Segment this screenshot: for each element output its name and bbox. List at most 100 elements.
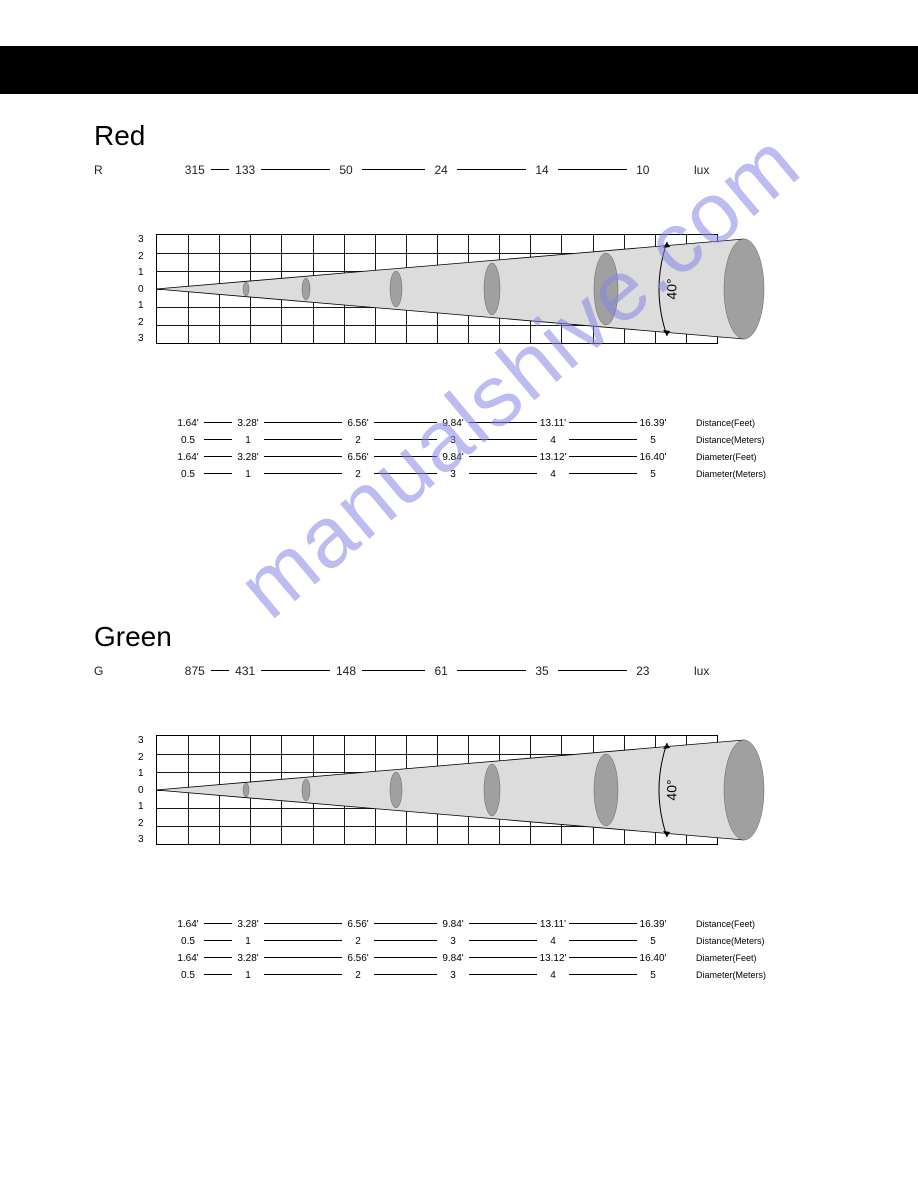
legend-value: 9.84' — [442, 418, 463, 429]
lux-dash — [362, 169, 425, 170]
legend-dash — [264, 473, 342, 474]
cone-svg: 40° — [156, 229, 776, 349]
lux-unit-label: lux — [694, 664, 709, 678]
legend-value: 13.12' — [540, 452, 567, 463]
legend-label: Diameter(Feet) — [696, 452, 757, 462]
legend-dash — [569, 974, 637, 975]
legend-dash — [204, 974, 232, 975]
legend-dash — [469, 439, 537, 440]
header-black-bar — [0, 46, 918, 94]
legend-dash — [204, 923, 232, 924]
legend-dash — [374, 422, 437, 423]
lux-dash — [261, 169, 330, 170]
lux-dash — [558, 169, 627, 170]
legend-dash — [204, 957, 232, 958]
legend-value: 0.5 — [181, 469, 195, 480]
legend-value: 3.28' — [237, 418, 258, 429]
lux-dash — [362, 670, 425, 671]
legend-row: 1.64'3.28'6.56'9.84'13.11'16.39'Distance… — [188, 416, 808, 430]
lux-value: 431 — [235, 664, 255, 678]
legend-dash — [374, 473, 437, 474]
legend-dash — [469, 957, 537, 958]
page-content: RedR31513350241410lux321012340°1.64'3.28… — [0, 120, 918, 1045]
legend-label: Diameter(Meters) — [696, 970, 766, 980]
legend-value: 0.5 — [181, 936, 195, 947]
y-tick-label: 2 — [138, 818, 144, 829]
legend-dash — [204, 456, 232, 457]
y-tick-label: 2 — [138, 752, 144, 763]
legend-dash — [374, 974, 437, 975]
distance-legend: 1.64'3.28'6.56'9.84'13.11'16.39'Distance… — [188, 416, 824, 481]
beam-angle-label: 40° — [664, 779, 680, 800]
legend-value: 9.84' — [442, 452, 463, 463]
legend-row: 0.512345Diameter(Meters) — [188, 968, 808, 982]
legend-dash — [264, 957, 342, 958]
legend-value: 6.56' — [347, 919, 368, 930]
legend-value: 4 — [550, 936, 556, 947]
distance-legend: 1.64'3.28'6.56'9.84'13.11'16.39'Distance… — [188, 917, 824, 982]
legend-value: 3.28' — [237, 953, 258, 964]
legend-value: 2 — [355, 970, 361, 981]
y-tick-label: 2 — [138, 251, 144, 262]
beam-cone-chart: 321012340° — [156, 234, 746, 344]
legend-value: 2 — [355, 469, 361, 480]
beam-section: RedR31513350241410lux321012340°1.64'3.28… — [94, 120, 824, 481]
legend-value: 1.64' — [177, 418, 198, 429]
y-tick-label: 3 — [138, 333, 144, 344]
legend-row: 0.512345Distance(Meters) — [188, 433, 808, 447]
legend-value: 6.56' — [347, 953, 368, 964]
lux-value: 148 — [336, 664, 356, 678]
legend-dash — [469, 473, 537, 474]
lux-value: 10 — [636, 163, 649, 177]
legend-dash — [264, 940, 342, 941]
legend-value: 1 — [245, 970, 251, 981]
lux-dash — [211, 169, 229, 170]
lux-value-row: G875431148613523lux — [94, 663, 734, 679]
legend-dash — [374, 957, 437, 958]
lux-value: 875 — [185, 664, 205, 678]
legend-label: Distance(Meters) — [696, 435, 765, 445]
legend-value: 1.64' — [177, 919, 198, 930]
legend-value: 5 — [650, 936, 656, 947]
beam-angle-label: 40° — [664, 278, 680, 299]
y-tick-label: 3 — [138, 834, 144, 845]
y-tick-label: 1 — [138, 300, 144, 311]
legend-label: Diameter(Meters) — [696, 469, 766, 479]
legend-value: 6.56' — [347, 418, 368, 429]
y-tick-label: 2 — [138, 317, 144, 328]
y-axis-labels: 3210123 — [138, 735, 144, 845]
channel-letter: G — [94, 664, 103, 678]
lux-unit-label: lux — [694, 163, 709, 177]
y-axis-labels: 3210123 — [138, 234, 144, 344]
legend-dash — [264, 923, 342, 924]
legend-row: 1.64'3.28'6.56'9.84'13.12'16.40'Diameter… — [188, 951, 808, 965]
lux-value-row: R31513350241410lux — [94, 162, 734, 178]
legend-dash — [374, 439, 437, 440]
lux-dash — [211, 670, 229, 671]
lux-value: 24 — [435, 163, 448, 177]
lux-dash — [457, 670, 526, 671]
legend-dash — [469, 456, 537, 457]
y-tick-label: 0 — [138, 785, 144, 796]
legend-row: 1.64'3.28'6.56'9.84'13.11'16.39'Distance… — [188, 917, 808, 931]
legend-value: 16.40' — [640, 953, 667, 964]
legend-dash — [374, 456, 437, 457]
legend-value: 4 — [550, 469, 556, 480]
legend-value: 2 — [355, 936, 361, 947]
legend-value: 5 — [650, 435, 656, 446]
beam-cone-chart: 321012340° — [156, 735, 746, 845]
legend-label: Distance(Meters) — [696, 936, 765, 946]
legend-dash — [469, 923, 537, 924]
legend-label: Distance(Feet) — [696, 418, 755, 428]
lux-value: 315 — [185, 163, 205, 177]
legend-value: 3 — [450, 936, 456, 947]
legend-dash — [469, 422, 537, 423]
y-tick-label: 3 — [138, 735, 144, 746]
legend-value: 16.39' — [640, 418, 667, 429]
legend-dash — [204, 439, 232, 440]
legend-dash — [264, 422, 342, 423]
legend-label: Distance(Feet) — [696, 919, 755, 929]
y-tick-label: 0 — [138, 284, 144, 295]
lux-value: 61 — [435, 664, 448, 678]
legend-dash — [569, 923, 637, 924]
